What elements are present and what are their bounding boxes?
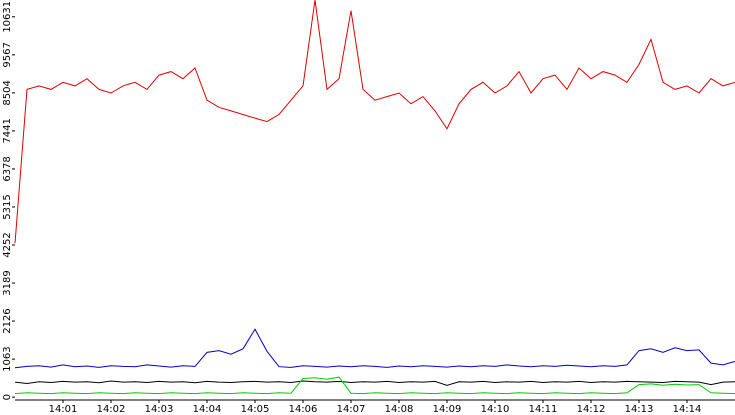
x-tick-label: 14:03: [145, 404, 174, 415]
y-tick-label: 4252: [2, 232, 13, 257]
series-line: [14, 376, 735, 395]
y-tick-label: 9567: [2, 42, 13, 67]
y-tick-label: 8504: [2, 80, 13, 105]
y-tick-label: 7441: [2, 118, 13, 143]
x-tick-label: 14:01: [49, 404, 78, 415]
y-tick-label: 2126: [2, 308, 13, 333]
series-line: [14, 328, 735, 369]
x-tick-label: 14:05: [241, 404, 270, 415]
y-tick-label: 3189: [2, 270, 13, 295]
x-tick-label: 14:11: [529, 404, 558, 415]
x-tick-label: 14:10: [481, 404, 510, 415]
x-tick-label: 14:06: [289, 404, 318, 415]
y-tick-label: 10631: [2, 1, 13, 33]
series-line: [14, 380, 735, 386]
x-tick-label: 14:07: [337, 404, 366, 415]
x-tick-label: 14:04: [193, 404, 222, 415]
x-tick-label: 14:14: [673, 404, 702, 415]
y-tick-label: 6378: [2, 156, 13, 181]
x-tick-label: 14:12: [577, 404, 606, 415]
series-line: [14, 0, 735, 244]
y-tick-label: 5315: [2, 194, 13, 219]
y-tick-label: 0: [2, 394, 13, 400]
x-tick-label: 14:02: [97, 404, 126, 415]
x-tick-label: 14:09: [433, 404, 462, 415]
y-tick-label: 1063: [2, 346, 13, 371]
x-tick-label: 14:13: [625, 404, 654, 415]
x-tick-label: 14:08: [385, 404, 414, 415]
